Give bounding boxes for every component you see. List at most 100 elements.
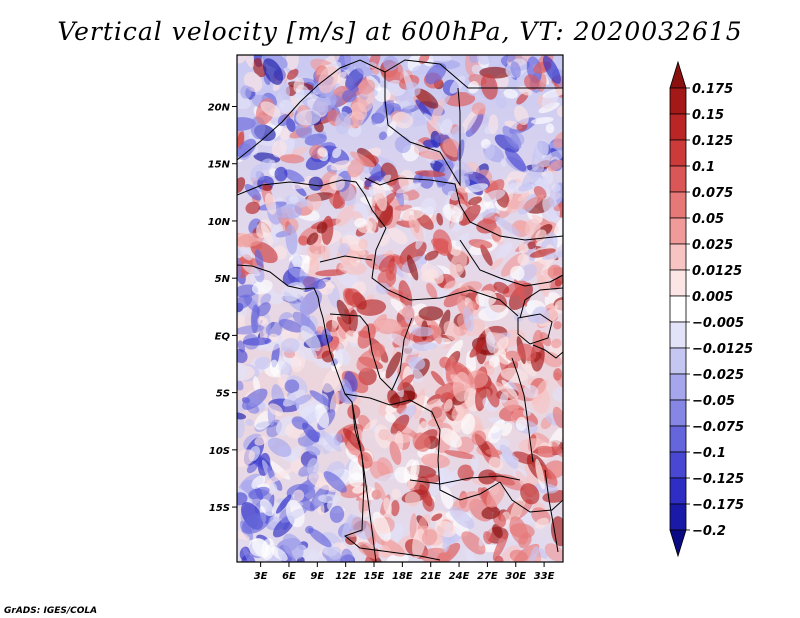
- field-cell: [267, 437, 292, 457]
- field-cell: [289, 195, 299, 204]
- colorbar-label: −0.2: [692, 524, 726, 539]
- field-cell: [242, 337, 272, 346]
- field-cell: [420, 547, 451, 562]
- field-cell: [413, 388, 426, 420]
- field-cell: [237, 449, 255, 468]
- field-cell: [277, 204, 303, 219]
- field-cell: [484, 126, 494, 134]
- field-cell: [440, 484, 454, 510]
- field-cell: [335, 204, 356, 227]
- field-cell: [524, 74, 540, 91]
- credit-label: GrADS: IGES/COLA: [4, 606, 97, 616]
- field-cell: [443, 399, 453, 412]
- field-cell: [254, 356, 271, 370]
- field-cell: [295, 109, 321, 126]
- field-cell: [344, 55, 355, 73]
- field-cell: [541, 91, 559, 109]
- field-cell: [237, 294, 253, 310]
- field-cell: [357, 79, 376, 95]
- field-cell: [274, 166, 288, 182]
- x-tick-label: 15E: [364, 571, 385, 582]
- colorbar-label: 0.125: [692, 134, 733, 149]
- field-cell: [378, 255, 395, 272]
- field-cell: [413, 110, 425, 121]
- y-tick-label: 10S: [209, 446, 230, 457]
- field-cell: [542, 55, 561, 84]
- field-cell: [516, 92, 529, 105]
- field-cell: [509, 549, 528, 562]
- field-cell: [531, 141, 543, 171]
- field-cell: [374, 424, 391, 449]
- colorbar-label: 0.075: [692, 186, 733, 201]
- field-cell: [430, 370, 445, 386]
- field-cell: [443, 320, 461, 342]
- field-cell: [442, 204, 464, 223]
- field-cell: [237, 138, 257, 158]
- field-cell: [242, 547, 261, 562]
- field-cell: [364, 170, 386, 188]
- field-cell: [257, 316, 267, 326]
- field-cell: [384, 412, 396, 423]
- y-tick-label: 20N: [208, 103, 231, 114]
- field-cell: [336, 299, 352, 325]
- field-cell: [396, 182, 422, 194]
- field-cell: [553, 130, 563, 149]
- field-cell: [400, 206, 426, 221]
- field-cell: [486, 331, 496, 354]
- x-tick-label: 6E: [282, 571, 296, 582]
- border: [532, 344, 563, 359]
- field-cell: [485, 380, 500, 408]
- field-cell: [470, 455, 479, 472]
- field-cell: [430, 468, 446, 497]
- field-cell: [290, 252, 304, 271]
- field-cell: [407, 356, 426, 371]
- field-cell: [518, 532, 532, 549]
- field-cell: [351, 55, 374, 77]
- colorbar-label: 0.1: [692, 160, 715, 175]
- velocity-field: [237, 55, 563, 562]
- field-cell: [279, 127, 290, 141]
- field-cell: [516, 343, 537, 361]
- field-cell: [480, 73, 498, 100]
- field-cell: [383, 497, 392, 515]
- colorbar-box: [669, 60, 687, 89]
- colorbar-labels: 0.175 0.15 0.125 0.1 0.075 0.05 0.025 0.0125 0.0…: [686, 82, 753, 539]
- field-cell: [495, 96, 507, 109]
- field-cell: [388, 227, 408, 245]
- field-cell: [406, 254, 419, 281]
- x-tick-label: 24E: [449, 571, 470, 582]
- field-cell: [414, 170, 446, 177]
- field-cell: [357, 541, 380, 559]
- border: [237, 59, 386, 161]
- colorbar-box: [669, 269, 687, 297]
- border: [344, 393, 501, 501]
- field-cell: [375, 282, 390, 295]
- field-cell: [243, 55, 255, 68]
- colorbar-label: 0.025: [692, 238, 733, 253]
- colorbar-box: [669, 295, 687, 323]
- field-cell: [283, 169, 305, 184]
- border: [384, 72, 461, 187]
- field-cell: [401, 305, 415, 320]
- field-cell: [404, 491, 421, 507]
- field-cell: [374, 481, 387, 501]
- map-frame: [236, 54, 564, 563]
- field-cell: [286, 55, 299, 71]
- field-cell: [522, 408, 532, 417]
- field-cell: [269, 359, 280, 377]
- colorbar-box: [669, 529, 687, 558]
- colorbar-box: [669, 425, 687, 453]
- field-cell: [394, 466, 411, 484]
- colorbar-label: 0.05: [692, 212, 724, 227]
- border: [237, 179, 387, 229]
- field-cell: [268, 333, 280, 342]
- field-cell: [259, 498, 274, 517]
- field-cell: [449, 250, 468, 278]
- field-cell: [372, 511, 391, 542]
- field-cell: [484, 144, 496, 161]
- field-cell: [491, 225, 502, 242]
- field-cell: [517, 253, 530, 266]
- field-cell: [469, 339, 487, 358]
- field-cell: [529, 248, 556, 258]
- country-borders: [237, 59, 563, 562]
